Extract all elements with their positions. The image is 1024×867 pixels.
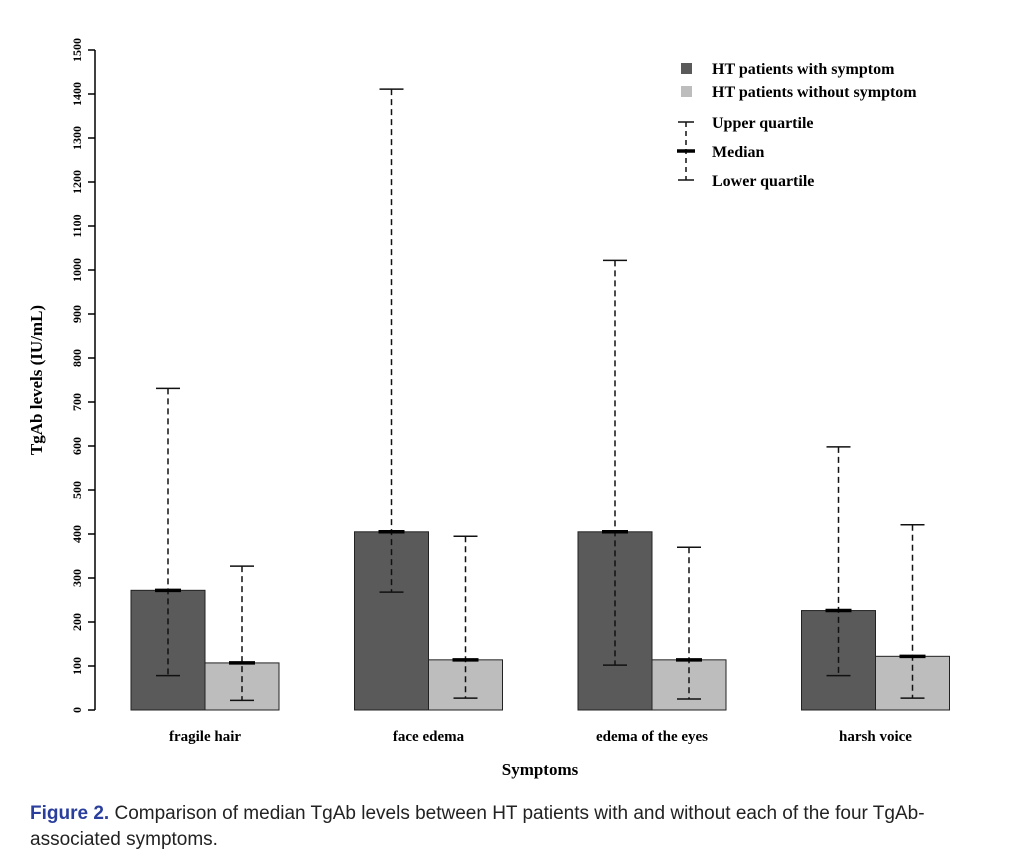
legend-swatch	[681, 63, 692, 74]
y-tick-label: 1500	[70, 38, 84, 62]
x-tick-label: face edema	[393, 729, 465, 745]
bar	[875, 655, 950, 711]
x-tick-label: harsh voice	[839, 729, 912, 745]
legend-label: HT patients without symptom	[712, 84, 917, 101]
x-tick-label: edema of the eyes	[596, 729, 708, 745]
legend-upper-label: Upper quartile	[712, 115, 813, 132]
bar-chart: 0 100 200 300 400 500 600 700 800 900 1000 1100 1200…	[27, 38, 950, 779]
bar	[651, 659, 727, 711]
legend-lower-label: Lower quartile	[712, 173, 814, 190]
legend-swatch	[681, 86, 692, 97]
y-tick-label: 100	[70, 657, 84, 675]
y-tick-label: 800	[70, 349, 84, 367]
y-tick-label: 200	[70, 613, 84, 631]
y-tick-label: 300	[70, 569, 84, 587]
y-tick-label: 1400	[70, 82, 84, 106]
x-axis-title: Symptoms	[502, 760, 579, 779]
bar	[354, 531, 429, 711]
legend-label: HT patients with symptom	[712, 61, 895, 78]
caption-text: Comparison of median TgAb levels between…	[30, 803, 925, 850]
y-tick-label: 1100	[70, 214, 84, 237]
legend-median-label: Median	[712, 144, 765, 161]
figure-caption: Figure 2. Comparison of median TgAb leve…	[30, 801, 990, 853]
y-axis-title: TgAb levels (IU/mL)	[27, 305, 46, 455]
y-tick-label: 0	[70, 707, 84, 713]
y-tick-label: 1200	[70, 170, 84, 194]
y-tick-label: 1300	[70, 126, 84, 150]
y-tick-label: 400	[70, 525, 84, 543]
y-tick-label: 700	[70, 393, 84, 411]
y-tick-label: 1000	[70, 258, 84, 282]
y-tick-label: 600	[70, 437, 84, 455]
caption-label: Figure 2.	[30, 803, 110, 824]
x-tick-label: fragile hair	[169, 729, 241, 745]
y-tick-label: 500	[70, 481, 84, 499]
y-tick-label: 900	[70, 305, 84, 323]
